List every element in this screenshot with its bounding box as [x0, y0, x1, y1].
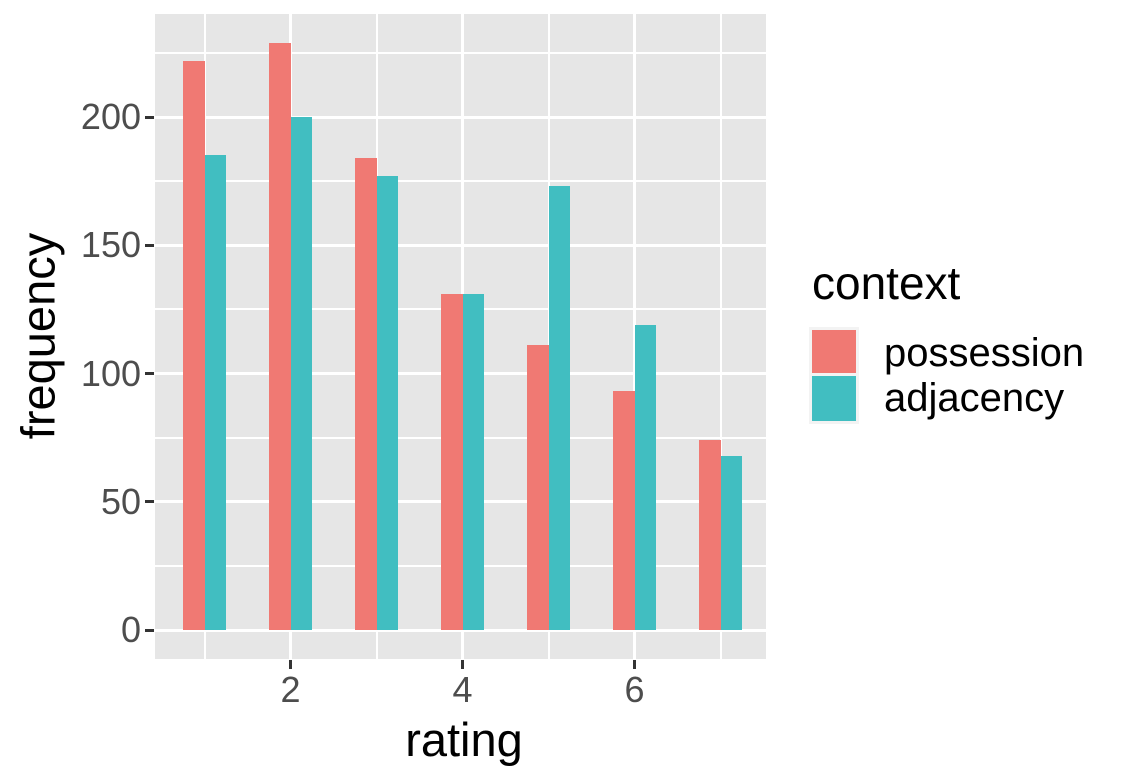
bar-possession-rating-2 [269, 42, 291, 630]
legend-swatch-adjacency [812, 376, 856, 421]
bar-possession-rating-5 [527, 345, 549, 630]
x-tick-mark [633, 660, 636, 669]
x-tick-label: 6 [624, 669, 645, 710]
bar-adjacency-rating-1 [204, 155, 226, 630]
bar-adjacency-rating-3 [376, 175, 398, 630]
y-tick-label: 200 [80, 96, 141, 137]
y-tick-mark [145, 243, 154, 247]
x-tick-label: 2 [280, 669, 301, 710]
gridline-y-minor [155, 180, 766, 183]
x-axis-title: rating [405, 713, 523, 766]
legend-label-possession: possession [884, 331, 1085, 375]
y-tick-label: 150 [80, 224, 141, 266]
bar-possession-rating-4 [441, 293, 463, 630]
legend-title: context [812, 257, 961, 309]
gridline-y-major [155, 115, 766, 119]
legend-label-adjacency: adjacency [884, 376, 1065, 420]
plot-panel [155, 14, 766, 659]
gridline-y-minor [155, 51, 766, 54]
bar-adjacency-rating-7 [720, 455, 742, 630]
bar-possession-rating-1 [183, 60, 205, 630]
gridline-y-major [155, 628, 766, 632]
bar-adjacency-rating-5 [548, 186, 570, 630]
bar-adjacency-rating-6 [634, 324, 656, 630]
y-tick-mark [145, 628, 154, 632]
y-tick-mark [145, 115, 154, 119]
bar-adjacency-rating-2 [290, 117, 312, 630]
y-tick-mark [145, 372, 154, 375]
gridline-x-minor [719, 14, 722, 659]
y-tick-mark [145, 500, 154, 504]
x-tick-mark [289, 660, 292, 669]
y-tick-label: 50 [100, 480, 141, 522]
y-tick-label: 0 [120, 609, 141, 650]
bar-possession-rating-7 [699, 440, 721, 630]
gridline-y-major [155, 243, 766, 247]
x-tick-mark [461, 660, 464, 669]
x-tick-label: 4 [452, 669, 473, 710]
bar-possession-rating-3 [355, 158, 377, 630]
y-axis-title: frequency [11, 232, 65, 440]
legend-swatch-possession [812, 330, 856, 375]
y-tick-label: 100 [80, 352, 141, 394]
bar-adjacency-rating-4 [462, 293, 484, 630]
bar-possession-rating-6 [613, 391, 635, 630]
